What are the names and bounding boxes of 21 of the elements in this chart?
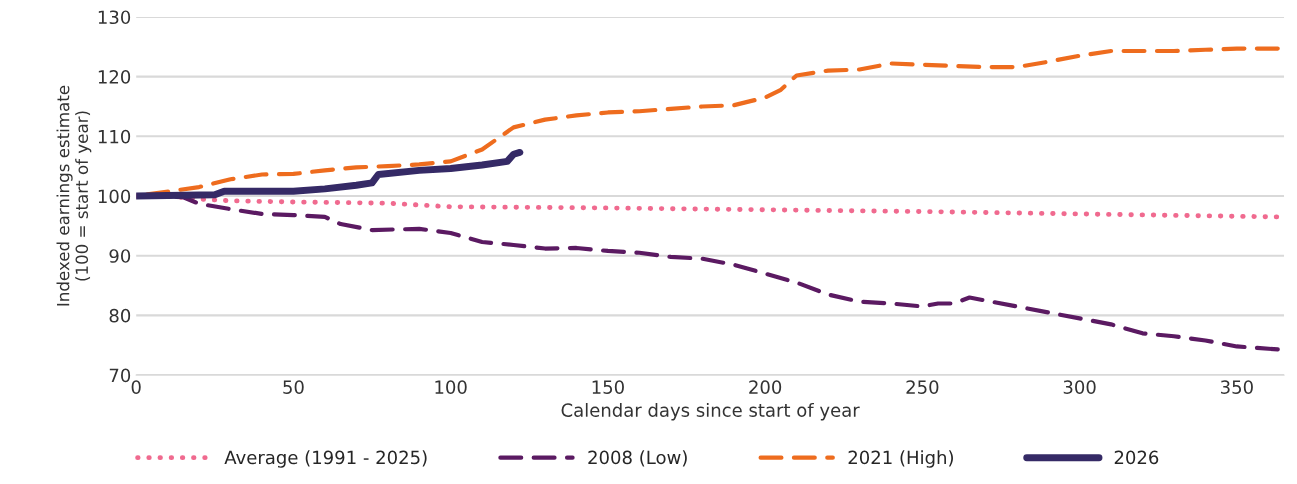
y-tick-label: 90 — [109, 249, 131, 263]
legend-label: 2008 (Low) — [588, 450, 687, 467]
y-axis-title: Indexed earnings estimate (100 = start of year) — [56, 85, 92, 306]
x-tick-label: 250 — [906, 380, 939, 394]
x-tick-label: 100 — [435, 380, 467, 394]
x-tick-label: 150 — [592, 380, 624, 394]
x-tick-label: 50 — [283, 380, 304, 394]
y-tick-label: 70 — [109, 368, 131, 383]
legend-label: 2026 — [1114, 450, 1159, 465]
x-tick-label: 350 — [1221, 380, 1253, 394]
y-tick-label: 110 — [98, 129, 131, 144]
legend-label: Average (1991 - 2025) — [224, 450, 427, 468]
y-tick-label: 80 — [109, 308, 131, 323]
x-tick-label: 0 — [131, 380, 141, 394]
y-tick-label: 120 — [98, 70, 131, 84]
y-tick-label: 100 — [98, 189, 131, 204]
x-axis-title: Calendar days since start of year — [561, 402, 860, 421]
x-tick-label: 300 — [1063, 380, 1096, 394]
y-tick-label: 130 — [98, 10, 131, 25]
legend-label: 2021 (High) — [848, 450, 953, 468]
x-tick-label: 200 — [749, 380, 782, 394]
